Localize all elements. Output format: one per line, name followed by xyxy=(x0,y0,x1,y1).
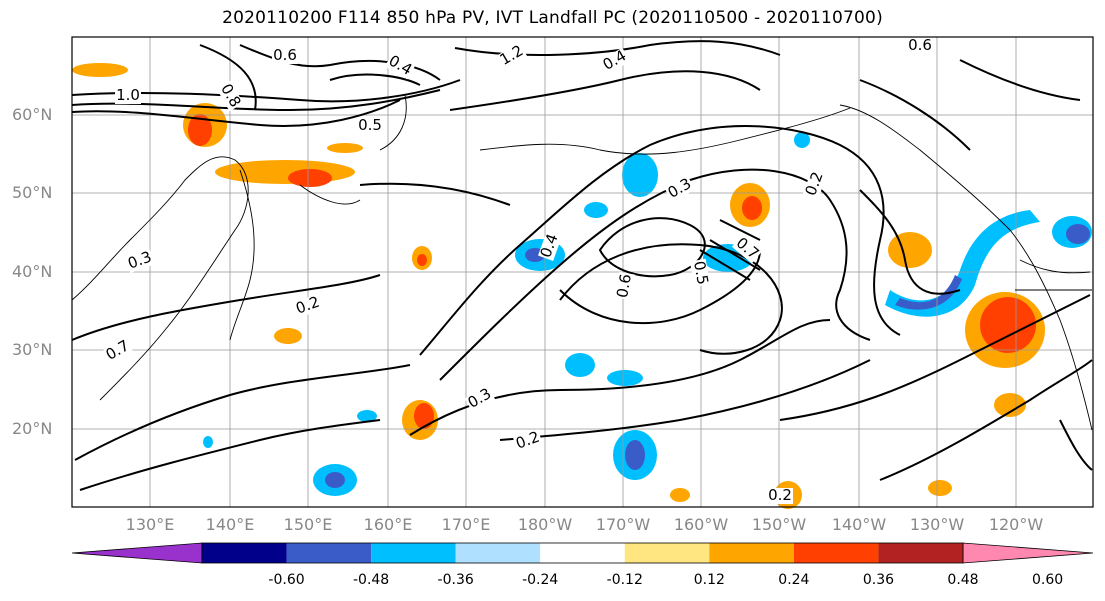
pv-shading xyxy=(72,63,1092,509)
latitude-label: 30°N xyxy=(12,340,53,359)
latitude-label: 20°N xyxy=(12,419,53,438)
contour-label-bg xyxy=(384,52,416,80)
contour-label-bg xyxy=(731,234,763,264)
longitude-label: 160°W xyxy=(673,515,729,534)
contour-label: 0.8 xyxy=(217,81,245,111)
colorbar-tick-label: -0.60 xyxy=(268,572,305,588)
colorbar-tick-label: 0.60 xyxy=(1031,572,1064,588)
contour-label-bg xyxy=(907,38,933,54)
contour-label-bg xyxy=(689,258,711,288)
contour-label-bg xyxy=(538,231,562,261)
contour-label-bg xyxy=(599,47,631,75)
longitude-label: 130°E xyxy=(125,515,175,534)
contour-label: 0.4 xyxy=(600,46,630,74)
contour-label: 0.3 xyxy=(465,384,495,412)
contour-label: 0.4 xyxy=(386,51,416,79)
colorbar xyxy=(71,542,1094,564)
contour-label-bg xyxy=(102,337,134,365)
contour-label: 0.7 xyxy=(103,336,133,364)
longitude-label: 180°W xyxy=(517,515,573,534)
contour-label-bg xyxy=(803,169,827,199)
colorbar-tick-label: 0.36 xyxy=(862,572,895,588)
contour-label-bg xyxy=(272,48,298,64)
longitude-label: 150°W xyxy=(751,515,807,534)
longitude-label: 130°W xyxy=(909,515,965,534)
colorbar-extend-min xyxy=(71,542,203,564)
colorbar-segment xyxy=(202,543,287,563)
contour-label-bg xyxy=(125,249,155,273)
colorbar-segment xyxy=(878,543,963,563)
longitude-label: 140°W xyxy=(831,515,887,534)
contour-label: 1.0 xyxy=(116,86,140,104)
longitude-label: 120°W xyxy=(988,515,1044,534)
contour-label-bg xyxy=(664,175,696,203)
contour-label: 0.6 xyxy=(613,273,635,300)
contour-label-bg xyxy=(357,118,383,134)
longitude-label: 150°E xyxy=(283,515,333,534)
colorbar-tick-label: -0.36 xyxy=(437,572,474,588)
contour-labels: 1.0 0.80.6 0.40.30.20.70.51.2 0.60.40.3 0.20… xyxy=(103,36,933,504)
contour-label-bg xyxy=(464,385,496,413)
colorbar-tick-label: 0.24 xyxy=(778,572,810,588)
colorbar-tick-label: -0.48 xyxy=(352,572,390,588)
contour-label: 0.6 xyxy=(273,46,297,64)
colorbar-frame xyxy=(201,542,964,564)
contour-label: 0.2 xyxy=(768,486,792,504)
longitude-label: 170°E xyxy=(441,515,491,534)
contour-label-bg xyxy=(614,271,636,301)
plot-title: 2020110200 F114 850 hPa PV, IVT Landfall… xyxy=(222,8,883,28)
latitude-label: 40°N xyxy=(12,262,53,281)
coastlines xyxy=(71,94,1093,431)
latitude-label: 60°N xyxy=(12,105,53,124)
colorbar-segment xyxy=(624,543,710,563)
contour-label: 0.5 xyxy=(690,260,712,287)
colorbar-tick-label: 0.48 xyxy=(947,572,979,588)
longitude-label: 160°E xyxy=(363,515,413,534)
contour-label-bg xyxy=(767,488,793,504)
colorbar-segment xyxy=(286,543,372,563)
colorbar-segment xyxy=(540,543,625,563)
contour-label-bg xyxy=(513,429,543,453)
colorbar-segment xyxy=(709,543,794,563)
contour-label-bg xyxy=(293,294,323,318)
contour-label: 0.5 xyxy=(358,116,382,134)
colorbar-tick-label: -0.24 xyxy=(522,572,559,588)
contour-label: 0.6 xyxy=(908,36,932,54)
contour-label: 0.3 xyxy=(665,174,695,202)
contour-label-bg xyxy=(115,88,141,104)
colorbar-tick-label: 0.12 xyxy=(693,572,725,588)
colorbar-segment xyxy=(455,543,541,563)
colorbar-segment xyxy=(371,543,456,563)
ivt-contours xyxy=(71,40,1093,491)
contour-label: 1.2 xyxy=(497,41,527,69)
latitude-label: 50°N xyxy=(12,183,53,202)
colorbar-extend-max xyxy=(962,542,1094,564)
contour-label-bg xyxy=(216,80,244,112)
colorbar-segment xyxy=(793,543,879,563)
contour-label-bg xyxy=(496,42,528,70)
colorbar-tick-label: -0.12 xyxy=(606,572,643,588)
map-frame xyxy=(71,36,1094,508)
map-gridlines xyxy=(72,37,1093,507)
longitude-label: 140°E xyxy=(205,515,255,534)
longitude-label: 170°W xyxy=(595,515,651,534)
